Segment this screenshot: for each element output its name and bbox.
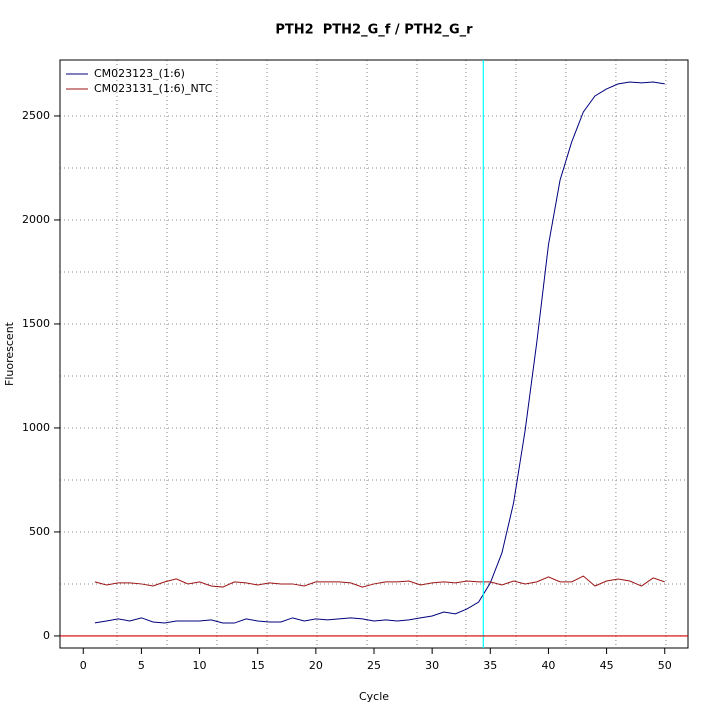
legend-label: CM023123_(1:6) xyxy=(94,67,185,80)
x-tick-label: 50 xyxy=(658,659,672,672)
x-axis-label: Cycle xyxy=(359,690,389,703)
x-tick-label: 5 xyxy=(138,659,145,672)
x-tick-label: 45 xyxy=(600,659,614,672)
x-tick-label: 0 xyxy=(80,659,87,672)
series-line xyxy=(94,575,665,588)
y-tick-label: 2000 xyxy=(22,213,50,226)
y-axis-label: Fluorescent xyxy=(3,321,16,386)
x-tick-label: 30 xyxy=(425,659,439,672)
x-tick-label: 15 xyxy=(251,659,265,672)
x-tick-label: 35 xyxy=(483,659,497,672)
series-line xyxy=(94,81,665,624)
x-tick-label: 20 xyxy=(309,659,323,672)
y-tick-label: 500 xyxy=(29,525,50,538)
y-tick-label: 2500 xyxy=(22,109,50,122)
legend-label: CM023131_(1:6)_NTC xyxy=(94,82,213,95)
y-tick-label: 1500 xyxy=(22,317,50,330)
x-tick-label: 40 xyxy=(541,659,555,672)
x-tick-label: 25 xyxy=(367,659,381,672)
chart-title: PTH2 PTH2_G_f / PTH2_G_r xyxy=(275,23,473,38)
x-tick-label: 10 xyxy=(193,659,207,672)
y-tick-label: 1000 xyxy=(22,421,50,434)
y-tick-label: 0 xyxy=(43,629,50,642)
